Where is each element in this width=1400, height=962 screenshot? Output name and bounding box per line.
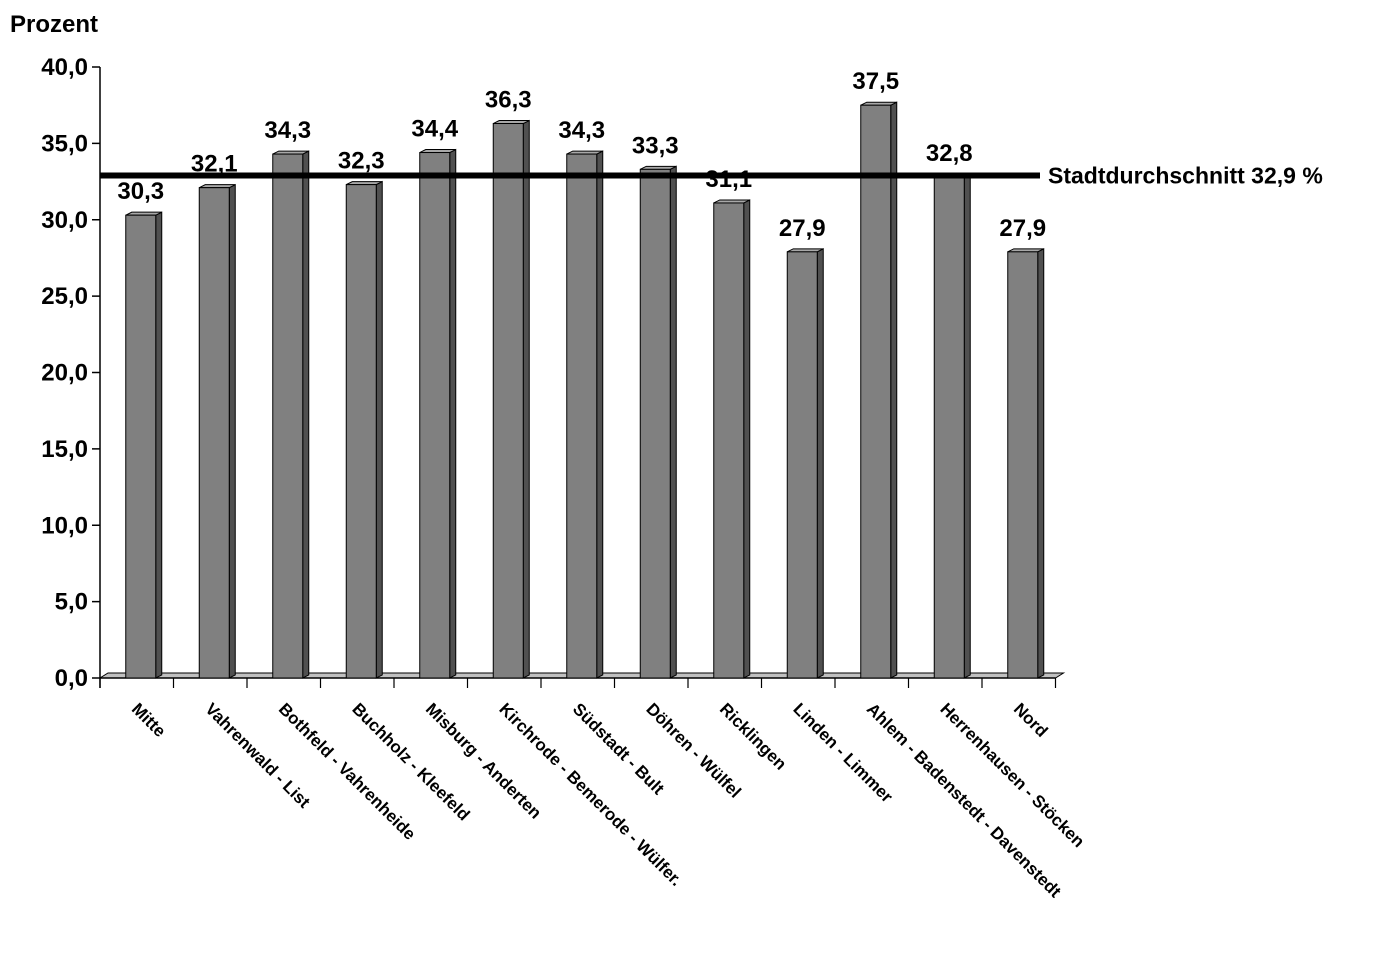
bar [860,101,898,679]
value-label: 31,1 [705,166,752,193]
bar-front [125,214,157,679]
bar-side [302,150,310,679]
value-label: 37,5 [852,68,899,95]
bar-front [860,104,892,679]
bar [419,148,457,679]
value-label: 30,3 [117,178,164,205]
bar-front [1007,251,1039,679]
value-label: 33,3 [632,132,679,159]
bar [345,180,383,679]
value-label: 36,3 [485,87,532,114]
bar-front [566,153,598,679]
bar [786,248,824,679]
y-tick-label: 0,0 [55,665,88,692]
x-axis-ticks [99,678,1057,688]
bar [566,150,604,679]
bar [933,173,971,679]
category-label: Bothfeld - Vahrenheide [275,699,419,843]
value-label: 27,9 [999,215,1046,242]
bar-side [155,211,163,679]
bar [713,199,751,679]
bar-front [492,123,524,679]
bar-side [449,148,457,679]
bar-front [933,176,965,679]
category-label: Ricklingen [716,699,790,773]
bar-front [713,202,745,679]
y-tick-label: 15,0 [41,436,88,463]
bar-front [198,187,230,679]
bar-side [375,180,383,679]
bar [272,150,310,679]
bar-front [272,153,304,679]
y-tick-label: 30,0 [41,207,88,234]
bar [1007,248,1045,679]
value-label: 34,3 [558,117,605,144]
bar [125,211,163,679]
bar [198,183,236,679]
bar-side [522,119,530,679]
bar-front [786,251,818,679]
y-axis-ticks: 0,0 5,0 10,0 15,0 20,0 25,0 30,0 35,0 40,0 [41,54,100,692]
value-label: 34,4 [411,116,458,143]
value-label: 32,1 [191,151,238,178]
bar-side [963,173,971,679]
bar-side [743,199,751,679]
y-tick-label: 10,0 [41,512,88,539]
y-tick-label: 40,0 [41,54,88,81]
bar-side [669,165,677,679]
value-label: 27,9 [779,215,826,242]
bar-series [125,101,1045,679]
y-tick-label: 20,0 [41,360,88,387]
y-tick-label: 5,0 [55,589,88,616]
bar-side [1037,248,1045,679]
bar-side [816,248,824,679]
category-label: Herrenhausen - Stöcken [936,699,1088,851]
bar-side [596,150,604,679]
y-axis-label: Prozent [10,11,98,38]
bar [492,119,530,679]
value-label: 32,3 [338,148,385,175]
y-tick-label: 25,0 [41,283,88,310]
value-labels: 30,3 32,1 34,3 32,3 34,4 36,3 34,3 33,3 31,1 27,9… [117,68,1046,242]
bar-front [419,152,451,679]
category-label: Mitte [128,699,169,740]
bar-front [639,168,671,679]
value-label: 32,8 [926,140,973,167]
value-label: 34,3 [264,117,311,144]
average-reference-label: Stadtdurchschnitt 32,9 % [1048,162,1323,188]
y-tick-label: 35,0 [41,130,88,157]
bar-side [890,101,898,679]
bar [639,165,677,679]
category-label: Nord [1010,699,1051,740]
bar-front [345,184,377,679]
bar-side [228,183,236,679]
